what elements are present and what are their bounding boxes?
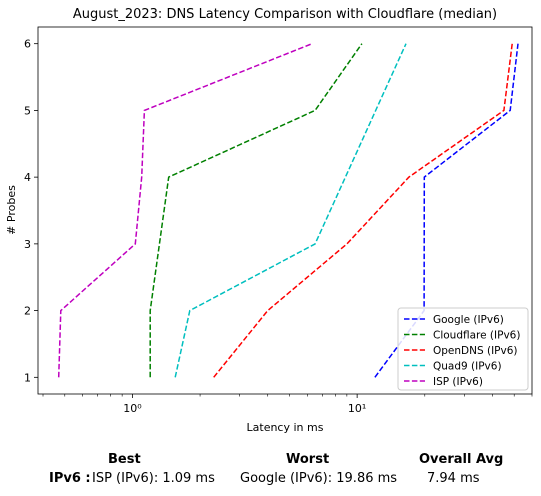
y-axis-label: # Probes bbox=[5, 185, 18, 235]
legend-label: ISP (IPv6) bbox=[433, 376, 483, 388]
x-axis-label: Latency in ms bbox=[247, 421, 324, 434]
worst-value: Google (IPv6): 19.86 ms bbox=[240, 471, 398, 486]
y-tick-label: 3 bbox=[24, 238, 31, 251]
y-tick-label: 4 bbox=[24, 171, 31, 184]
best-value: ISP (IPv6): 1.09 ms bbox=[92, 471, 215, 486]
legend-label: Cloudflare (IPv6) bbox=[433, 330, 520, 342]
latency-chart: August_2023: DNS Latency Comparison with… bbox=[5, 7, 533, 434]
y-tick-label: 2 bbox=[24, 305, 31, 318]
y-tick-label: 5 bbox=[24, 104, 31, 117]
best-header: Best bbox=[108, 452, 141, 467]
overall-avg-header: Overall Avg bbox=[419, 452, 504, 467]
x-tick-label: 10⁰ bbox=[123, 402, 142, 415]
series-line-4 bbox=[174, 43, 407, 378]
plot-frame bbox=[37, 26, 533, 395]
legend-label: OpenDNS (IPv6) bbox=[433, 345, 518, 357]
chart-title: August_2023: DNS Latency Comparison with… bbox=[73, 7, 497, 22]
y-tick-label: 1 bbox=[24, 371, 31, 384]
legend-box bbox=[397, 307, 529, 391]
legend-label: Google (IPv6) bbox=[433, 314, 504, 326]
series-line-3 bbox=[213, 43, 513, 378]
series-line-1 bbox=[374, 43, 519, 378]
plot-area: 10⁰ 10¹ 1 2 3 4 5 6 Google (IPv6) Cloudflare (IPv… bbox=[24, 26, 533, 415]
series-line-2 bbox=[149, 43, 363, 378]
worst-header: Worst bbox=[286, 452, 330, 467]
y-tick-label: 6 bbox=[24, 38, 31, 51]
ipv6-row-label: IPv6 : bbox=[49, 471, 91, 486]
overall-avg-value: 7.94 ms bbox=[427, 471, 480, 486]
x-tick-label: 10¹ bbox=[348, 402, 366, 415]
legend-label: Quad9 (IPv6) bbox=[433, 361, 502, 373]
series-line-5 bbox=[57, 43, 313, 378]
